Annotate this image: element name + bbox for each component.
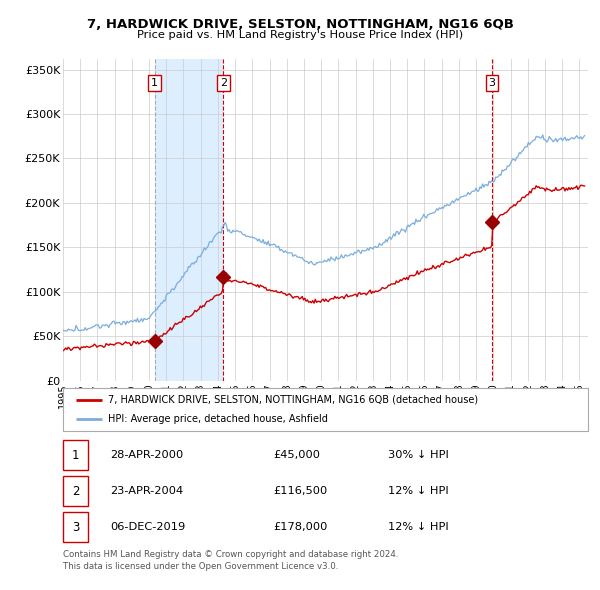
Text: 7, HARDWICK DRIVE, SELSTON, NOTTINGHAM, NG16 6QB (detached house): 7, HARDWICK DRIVE, SELSTON, NOTTINGHAM, …	[107, 395, 478, 405]
Text: HPI: Average price, detached house, Ashfield: HPI: Average price, detached house, Ashf…	[107, 414, 328, 424]
Text: 2: 2	[72, 484, 79, 498]
Text: 12% ↓ HPI: 12% ↓ HPI	[389, 522, 449, 532]
Text: 06-DEC-2019: 06-DEC-2019	[110, 522, 185, 532]
Text: £45,000: £45,000	[273, 450, 320, 460]
Text: 3: 3	[488, 78, 496, 88]
Text: 7, HARDWICK DRIVE, SELSTON, NOTTINGHAM, NG16 6QB: 7, HARDWICK DRIVE, SELSTON, NOTTINGHAM, …	[86, 18, 514, 31]
FancyBboxPatch shape	[63, 476, 88, 506]
Text: 3: 3	[72, 521, 79, 534]
Text: £178,000: £178,000	[273, 522, 328, 532]
Text: 1: 1	[72, 448, 79, 461]
Text: Contains HM Land Registry data © Crown copyright and database right 2024.: Contains HM Land Registry data © Crown c…	[63, 550, 398, 559]
Text: This data is licensed under the Open Government Licence v3.0.: This data is licensed under the Open Gov…	[63, 562, 338, 571]
Text: 23-APR-2004: 23-APR-2004	[110, 486, 184, 496]
Text: 30% ↓ HPI: 30% ↓ HPI	[389, 450, 449, 460]
FancyBboxPatch shape	[63, 512, 88, 542]
Text: 2: 2	[220, 78, 227, 88]
Bar	[155, 59, 223, 381]
Text: 12% ↓ HPI: 12% ↓ HPI	[389, 486, 449, 496]
Text: 28-APR-2000: 28-APR-2000	[110, 450, 184, 460]
Text: £116,500: £116,500	[273, 486, 327, 496]
FancyBboxPatch shape	[63, 388, 588, 431]
Text: Price paid vs. HM Land Registry's House Price Index (HPI): Price paid vs. HM Land Registry's House …	[137, 30, 463, 40]
FancyBboxPatch shape	[63, 440, 88, 470]
Text: 1: 1	[151, 78, 158, 88]
